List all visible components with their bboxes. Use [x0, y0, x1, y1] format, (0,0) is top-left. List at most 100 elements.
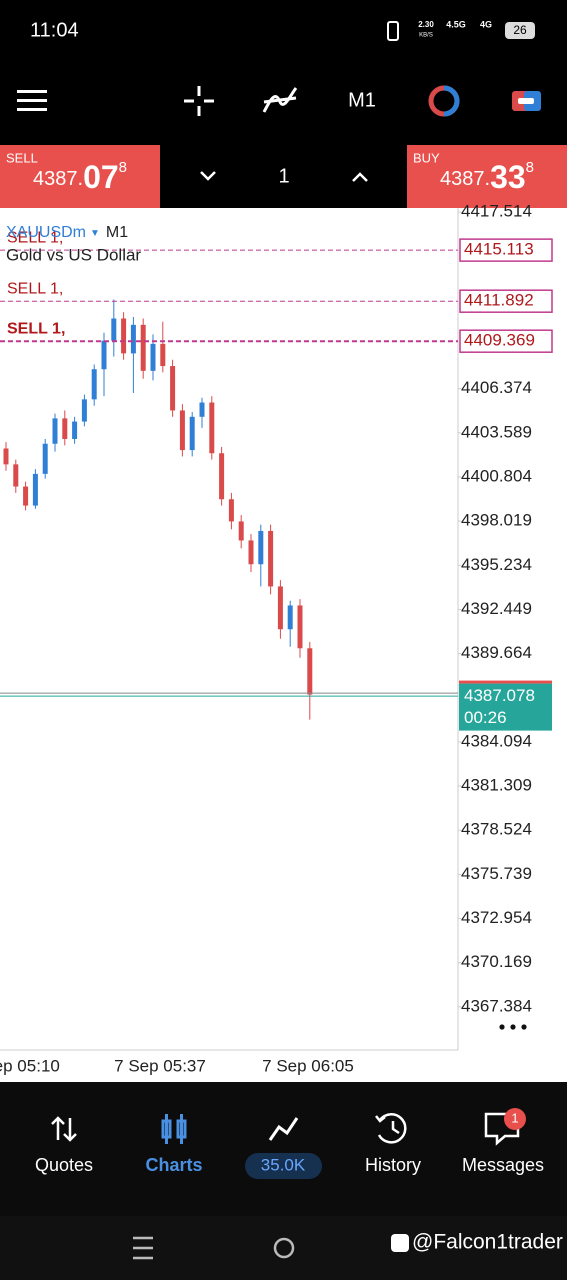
- recents-button[interactable]: [133, 1236, 153, 1260]
- network-type: 4.5G: [446, 19, 466, 29]
- buy-price: 4387.338: [440, 159, 534, 195]
- y-tick-label: 4392.449: [461, 599, 532, 618]
- sell-label: SELL: [6, 150, 38, 165]
- y-tick-label: 4384.094: [461, 731, 532, 750]
- chart-bg: [0, 208, 567, 1082]
- y-tick-label: 4389.664: [461, 643, 532, 662]
- order-level-label: SELL 1,: [7, 280, 63, 297]
- status-time: 11:04: [30, 19, 79, 41]
- ask-strip: [459, 680, 552, 684]
- battery-level: 26: [513, 23, 527, 37]
- volume-bar: [160, 145, 407, 208]
- messages-badge: [504, 1108, 526, 1130]
- trade-button[interactable]: [512, 91, 541, 111]
- candle-body: [248, 540, 254, 565]
- order-level-price: 4409.369: [464, 331, 535, 350]
- candle-body: [170, 366, 176, 411]
- menu-button[interactable]: [17, 90, 47, 111]
- buy-price-main: 4387.: [440, 168, 490, 190]
- order-level-box: [459, 329, 553, 353]
- candle-body: [32, 473, 38, 506]
- sell-price: 4387.078: [33, 159, 127, 195]
- volume-decrease[interactable]: [200, 171, 216, 181]
- candle-body: [140, 324, 146, 371]
- y-tick-label: 4417.514: [461, 202, 532, 221]
- y-tick-label: 4378.524: [461, 820, 532, 839]
- candle-body: [101, 340, 107, 370]
- candle-body: [189, 416, 195, 451]
- home-button[interactable]: [273, 1237, 295, 1259]
- candle-body: [130, 324, 136, 354]
- buy-button[interactable]: [407, 145, 567, 208]
- candle-body: [160, 343, 166, 367]
- candle-body: [199, 402, 205, 417]
- candle-body: [72, 421, 78, 439]
- candle-body: [111, 318, 117, 341]
- charts-icon: [161, 1114, 187, 1144]
- y-tick-label: 4398.019: [461, 511, 532, 530]
- symbol[interactable]: XAUUSDm: [6, 224, 86, 241]
- candle-body: [258, 530, 264, 565]
- quotes-icon: [51, 1116, 77, 1142]
- order-level-label: SELL 1,: [7, 320, 65, 337]
- vibrate-icon: [387, 21, 399, 41]
- candle-body: [209, 402, 215, 454]
- sell-price-main: 4387.: [33, 168, 83, 190]
- candle-body: [52, 418, 58, 444]
- messages-badge-count: 1: [511, 1110, 518, 1125]
- order-level-price: 4415.113: [464, 240, 534, 259]
- countdown: 00:26: [464, 708, 507, 727]
- candle-body: [238, 521, 244, 541]
- x-tick-label: 7 Sep 06:05: [262, 1056, 354, 1075]
- price-box: [459, 683, 552, 731]
- menu-bar: [17, 108, 47, 111]
- volume-value[interactable]: 1: [278, 165, 289, 187]
- timeframe-button[interactable]: M1: [348, 89, 376, 111]
- candle-body: [219, 453, 225, 500]
- facebook-icon: [391, 1234, 409, 1252]
- volume-increase[interactable]: [352, 172, 368, 182]
- candle-body: [277, 586, 283, 630]
- battery-icon: [505, 22, 535, 39]
- symbol-dropdown[interactable]: ▼: [90, 228, 100, 239]
- current-price: 4387.078: [464, 686, 535, 705]
- candle-body: [307, 648, 313, 695]
- nav-charts[interactable]: Charts: [145, 1155, 202, 1175]
- chart-symbol: XAUUSDm ▼ M1: [6, 224, 128, 241]
- sell-price-big: 07: [83, 159, 119, 195]
- balance-pill: [245, 1153, 322, 1179]
- sell-button[interactable]: [0, 145, 160, 208]
- system-nav: [0, 1216, 567, 1280]
- nav-quotes[interactable]: Quotes: [35, 1155, 93, 1175]
- y-tick-label: 4403.589: [461, 422, 532, 441]
- candle-body: [150, 343, 156, 371]
- menu-bar: [17, 99, 47, 102]
- chart: 4417.514 4406.374 4403.589 4400.804 4398.019…: [0, 202, 553, 1075]
- more-dot: [510, 1024, 516, 1030]
- candle-body: [297, 605, 303, 649]
- bottom-nav: [0, 1082, 567, 1216]
- x-tick-label: 7 Sep 05:10: [0, 1056, 60, 1075]
- symbol-description: Gold vs US Dollar: [6, 245, 141, 264]
- nav-history[interactable]: History: [365, 1155, 421, 1175]
- order-level-box: [459, 238, 553, 262]
- candle-body: [23, 486, 29, 506]
- candle-body: [13, 464, 19, 487]
- candle-body: [228, 499, 234, 522]
- nav-balance[interactable]: 35.0K: [261, 1155, 306, 1174]
- crosshair-button[interactable]: [184, 86, 214, 116]
- nav-messages[interactable]: Messages: [462, 1155, 544, 1175]
- candle-body: [121, 318, 127, 354]
- timeframe: M1: [106, 224, 128, 241]
- one-click-button[interactable]: [428, 85, 460, 117]
- sell-price-sup: 8: [119, 159, 127, 176]
- more-dot: [521, 1024, 527, 1030]
- y-tick-label: 4406.374: [461, 378, 532, 397]
- indicators-button[interactable]: [262, 87, 298, 113]
- order-level-price: 4411.892: [464, 291, 534, 310]
- y-tick-label: 4375.739: [461, 864, 532, 883]
- y-tick-label: 4381.309: [461, 776, 532, 795]
- candle-body: [81, 399, 87, 422]
